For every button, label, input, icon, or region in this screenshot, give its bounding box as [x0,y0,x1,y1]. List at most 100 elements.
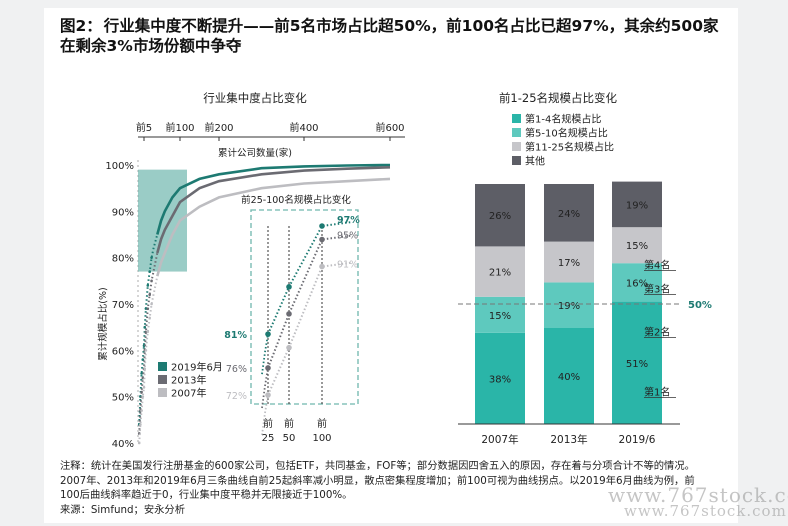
series-point [143,325,147,329]
series-point [144,307,148,310]
x-tick-label: 前100 [165,121,194,134]
series-line [156,166,391,254]
reference-line-label: 50% [688,300,712,311]
series-point [146,307,150,310]
inset-x-tick-label: 前 [263,417,273,430]
inset-x-tick-label: 50 [283,433,296,444]
footnote-line-2: 2007年、2013年和2019年6月三条曲线自前25起斜率减小明显，散点密集程… [60,474,695,487]
y-tick-label: 40% [112,439,134,450]
y-tick-label: 90% [112,207,134,218]
inset-start-label: 76% [226,364,247,375]
rank-label: 第3名 [644,282,670,295]
series-point [143,367,147,371]
inset-point [265,365,271,371]
bar-value-label: 21% [489,268,511,279]
inset-series-leadin [261,334,269,375]
inset-point [265,392,271,398]
legend-swatch [158,375,167,384]
legend-label: 第5-10名规模占比 [525,127,608,140]
legend-swatch [512,114,521,123]
title-line-2: 在剩余3%市场份额中争夺 [60,37,242,55]
series-dotted-segment [138,252,159,434]
bar-value-label: 16% [626,278,648,289]
bar-value-label: 40% [558,372,580,383]
footnote-line-1: 注释：统计在美国发行注册基金的600家公司，包括ETF，共同基金，FOF等；部分… [60,460,695,472]
watermark-2: www.767stock.com [624,502,787,520]
y-axis-label: 累计规模占比(%) [97,287,109,360]
inset-dashed-box [250,209,359,405]
inset-series-leadin [261,367,269,409]
series-point [140,390,143,394]
inset-point [286,344,292,351]
series-dotted-segment [138,275,159,444]
rank-label: 第1名 [644,386,670,399]
legend-label: 第1-4名规模占比 [525,113,601,126]
series-point [150,279,153,283]
inset-end-label: 91% [337,260,358,271]
legend-label: 其他 [525,155,545,168]
legend-swatch [512,128,521,137]
series-point [148,293,151,297]
x-tick-label: 前200 [204,121,233,134]
y-tick-label: 50% [112,393,134,404]
inset-start-label: 81% [224,330,247,341]
rank-label: 第2名 [644,326,670,339]
legend-swatch [158,388,167,397]
legend-label: 2019年6月 [171,361,223,374]
right-chart-title: 前1-25名规模占比变化 [499,91,618,105]
bar-value-label: 38% [489,374,511,385]
bar-segment [612,301,662,424]
bar-segment [612,263,662,302]
inset-point [319,223,325,229]
title-line-1-text: 行业集中度不断提升——前5名市场占比超50%，前100名占比已超97%，其余约5… [103,17,719,35]
footnote-line-3: 100后曲线斜率趋近于0，行业集中度平稳并无限接近于100%。 [60,489,353,502]
inset-x-tick-label: 25 [262,433,275,444]
inset-start-label: 72% [226,391,247,402]
bar-segment [475,332,525,424]
bar-segment [544,282,594,328]
left-chart-title: 行业集中度占比变化 [203,91,307,105]
x-tick-label: 前400 [289,121,318,134]
inset-point [265,331,271,337]
inset-end-label: 95% [337,231,358,242]
series-line [156,163,391,235]
bar-segment [544,328,594,424]
footnote-line-4: 来源：Simfund；安永分析 [60,503,186,516]
series-point [140,409,143,412]
series-point [146,284,150,287]
legend-label: 第11-25名规模占比 [525,141,614,154]
legend-swatch [158,362,167,371]
bar-segment [475,296,525,333]
bar-segment [612,227,662,264]
y-tick-label: 80% [112,254,134,265]
legend-swatch [512,142,521,151]
legend-label: 2007年 [171,387,206,400]
inset-series-line [267,221,353,335]
bar-value-label: 15% [626,241,648,252]
inset-title: 前25-100名规模占比变化 [241,194,351,206]
bar-value-label: 19% [626,200,648,211]
bar-segment [612,181,662,228]
y-tick-label: 100% [105,161,134,172]
series-point [139,423,142,426]
legend-swatch [512,156,521,165]
title-line-1: 图2： 行业集中度不断提升——前5名市场占比超50%，前100名占比已超97%，其… [60,16,720,36]
bar-value-label: 19% [558,301,580,312]
bar-segment [475,246,525,297]
bar-value-label: 51% [626,359,648,370]
top1-25-stacked-bar-chart: 前1-25名规模占比变化第1-4名规模占比第5-10名规模占比第11-25名规模… [458,91,712,446]
figure-title: 图2： 行业集中度不断提升——前5名市场占比超50%，前100名占比已超97%，其… [60,16,720,56]
series-line [156,177,391,277]
series-point [141,358,145,361]
series-point [140,372,143,375]
x-tick-label: 前600 [375,121,404,134]
inset-x-tick-label: 100 [312,433,331,444]
y-tick-label: 70% [112,300,134,311]
bar-value-label: 15% [489,311,511,322]
bar-value-label: 17% [558,258,580,269]
inset-point [319,263,325,270]
series-point [137,441,141,445]
series-point [141,395,145,398]
series-point [150,302,153,306]
